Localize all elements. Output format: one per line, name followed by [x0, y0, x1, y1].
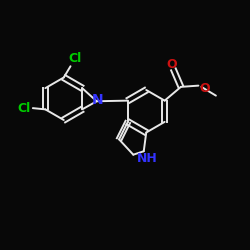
Text: Cl: Cl — [18, 102, 31, 114]
Text: O: O — [167, 58, 177, 71]
Text: Cl: Cl — [68, 52, 82, 65]
Text: N: N — [92, 93, 104, 107]
Text: O: O — [199, 82, 210, 95]
Text: NH: NH — [137, 152, 158, 165]
